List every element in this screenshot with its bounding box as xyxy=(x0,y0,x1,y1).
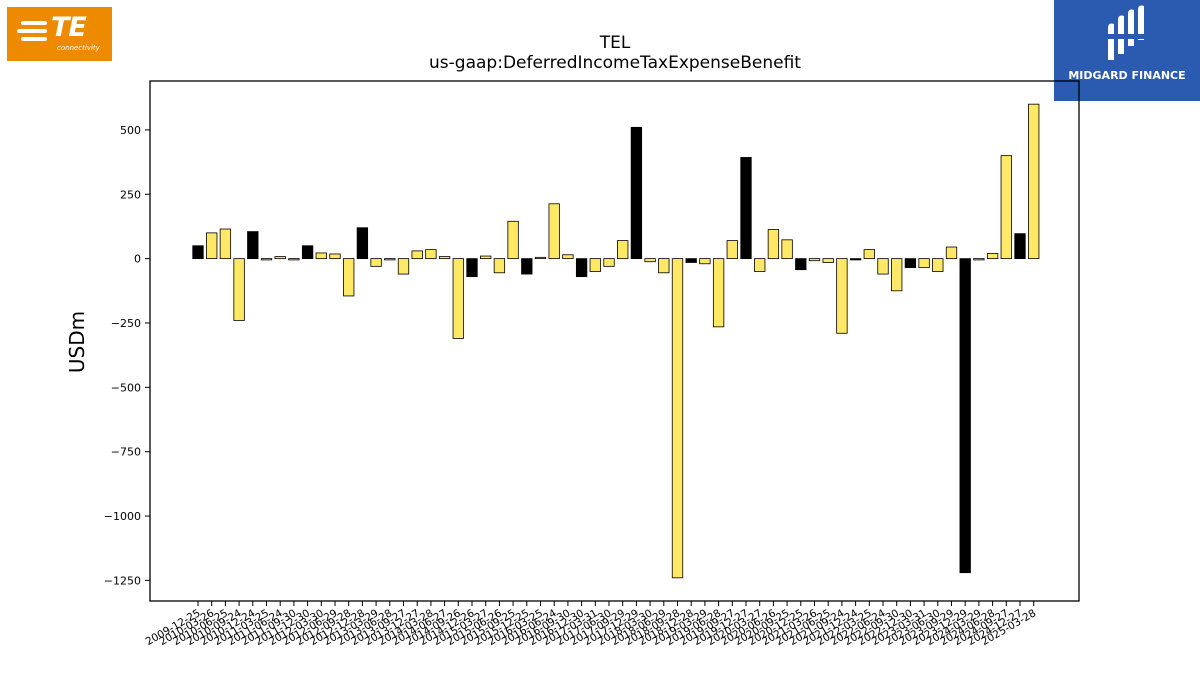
y-tick-label: 250 xyxy=(120,188,141,201)
bar-2018-06-29 xyxy=(658,258,670,274)
midgard-finance-logo: MIDGARD FINANCE xyxy=(1054,0,1200,101)
bar-2009-12-25 xyxy=(192,245,204,260)
chart-subtitle: us-gaap:DeferredIncomeTaxExpenseBenefit xyxy=(429,53,801,73)
y-tick-label: 500 xyxy=(120,124,141,137)
bars-group xyxy=(192,103,1040,579)
bar-2013-09-27 xyxy=(397,258,410,275)
bar-2017-12-29 xyxy=(630,126,643,260)
y-tick-label: 0 xyxy=(134,253,141,266)
bar-2014-12-26 xyxy=(466,258,478,278)
bar-2014-06-27 xyxy=(438,256,451,260)
bar-2010-06-25 xyxy=(219,228,232,260)
bar-2011-09-30 xyxy=(288,258,300,261)
y-tick-label: −1250 xyxy=(104,574,141,587)
bar-2024-09-27 xyxy=(1000,155,1012,260)
y-axis-ticks: 500 250 0 −250 −500 −750 −1000 −1250 xyxy=(104,124,150,587)
bar-2011-03-25 xyxy=(260,258,273,261)
bar-2014-09-26 xyxy=(452,258,464,339)
bar-2020-12-25 xyxy=(795,258,807,271)
bar-2021-09-24 xyxy=(836,258,848,334)
bar-2016-03-25 xyxy=(534,256,547,260)
bar-2022-12-30 xyxy=(904,258,917,269)
bar-2016-12-30 xyxy=(575,258,588,278)
y-axis-label: USDm xyxy=(65,311,89,373)
bar-2020-06-26 xyxy=(767,229,780,260)
bar-2012-12-28 xyxy=(356,227,369,260)
te-logo-tagline: connectivity xyxy=(57,44,100,52)
bar-2014-03-28 xyxy=(425,249,437,260)
bar-2022-06-24 xyxy=(877,258,889,275)
te-logo-mark: TE xyxy=(51,12,87,43)
plot-area-frame xyxy=(149,80,1080,602)
bar-2023-09-29 xyxy=(945,246,958,260)
bar-2013-12-27 xyxy=(411,250,423,260)
bar-2024-12-27 xyxy=(1014,233,1026,260)
bar-2018-03-30 xyxy=(644,258,656,263)
y-tick-label: −1000 xyxy=(104,510,141,523)
bar-2023-12-29 xyxy=(959,258,971,574)
bar-2012-09-28 xyxy=(343,258,355,297)
bar-2022-03-25 xyxy=(863,249,875,260)
te-connectivity-logo: TE connectivity xyxy=(7,7,112,61)
bar-2019-03-29 xyxy=(699,258,711,265)
bar-2012-06-29 xyxy=(329,253,341,260)
bar-2021-06-25 xyxy=(822,258,834,263)
y-tick-label: −250 xyxy=(111,317,141,330)
y-tick-label: −500 xyxy=(111,381,141,394)
bar-2023-03-31 xyxy=(918,258,930,269)
bar-2021-03-26 xyxy=(808,258,821,262)
x-axis-ticks: 2009-12-252010-03-262010-06-252010-09-24… xyxy=(144,601,1038,648)
bar-2021-12-24 xyxy=(849,258,862,261)
bar-2020-09-25 xyxy=(781,239,793,260)
bar-2019-09-27 xyxy=(726,240,738,260)
bar-2010-03-26 xyxy=(206,232,218,260)
bar-2012-03-30 xyxy=(315,252,327,260)
bar-2017-06-30 xyxy=(603,258,615,267)
bar-2025-03-28 xyxy=(1028,103,1040,260)
bar-2010-12-24 xyxy=(247,231,259,260)
bar-2017-09-29 xyxy=(617,240,629,260)
bar-2022-09-30 xyxy=(891,258,903,292)
bar-2018-09-28 xyxy=(671,258,684,579)
bar-2016-06-24 xyxy=(548,203,560,260)
bar-2015-03-27 xyxy=(480,255,492,260)
te-stripes-icon xyxy=(17,21,47,41)
bar-2019-06-28 xyxy=(712,258,725,328)
bar-2015-06-26 xyxy=(493,258,506,274)
bar-2024-06-28 xyxy=(986,253,999,260)
bar-2020-03-27 xyxy=(754,258,766,272)
y-tick-label: −750 xyxy=(111,446,141,459)
bar-2015-12-25 xyxy=(521,258,533,275)
midgard-emblem-icon xyxy=(1108,5,1144,60)
bar-2015-09-25 xyxy=(507,220,519,260)
bar-2018-12-28 xyxy=(685,258,697,263)
bar-2024-03-29 xyxy=(973,258,985,261)
bar-2011-12-30 xyxy=(301,245,314,260)
bar-2010-09-24 xyxy=(233,258,245,321)
bar-2016-09-30 xyxy=(562,254,574,260)
chart-title: TEL xyxy=(599,33,631,53)
bar-2017-03-31 xyxy=(589,258,601,272)
bar-2019-12-27 xyxy=(740,157,752,260)
bar-2013-03-29 xyxy=(370,258,382,267)
bar-2023-06-30 xyxy=(932,258,944,272)
midgard-logo-name: MIDGARD FINANCE xyxy=(1068,69,1186,82)
bar-2013-06-28 xyxy=(384,258,396,261)
bar-2011-06-24 xyxy=(274,256,286,260)
